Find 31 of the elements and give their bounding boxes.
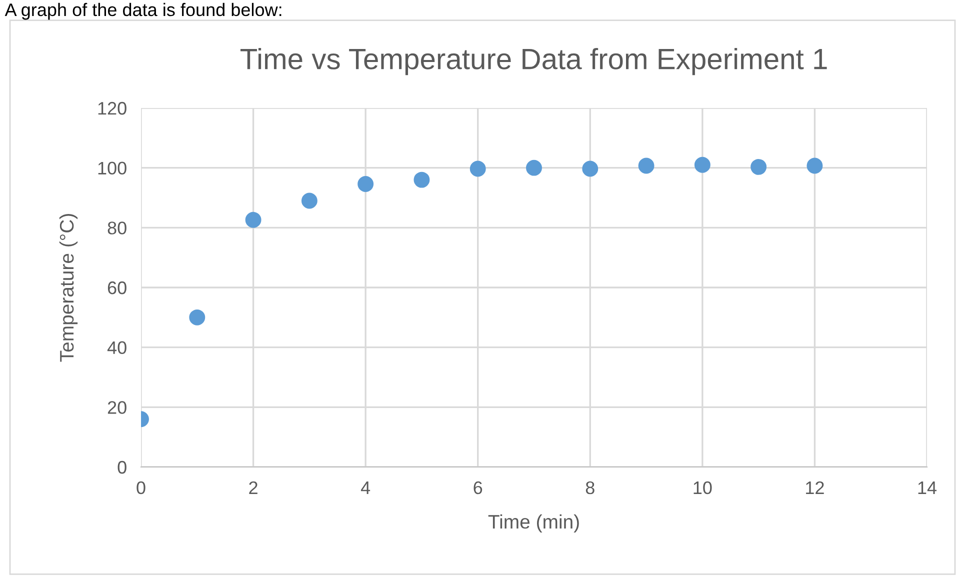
point xyxy=(301,192,318,209)
x-tick-label: 6 xyxy=(474,481,482,494)
y-tick-label: 0 xyxy=(118,460,126,474)
point xyxy=(414,172,430,188)
point xyxy=(358,176,374,192)
y-tick-label: 60 xyxy=(108,281,126,294)
point xyxy=(189,309,206,326)
x-tick-label: 12 xyxy=(806,481,824,494)
point xyxy=(638,158,654,174)
point xyxy=(582,160,598,177)
y-tick-label: 40 xyxy=(107,341,126,354)
y-tick-label: 20 xyxy=(108,401,126,414)
x-tick-label: 0 xyxy=(136,481,146,494)
point xyxy=(526,160,542,176)
x-tick-label: 8 xyxy=(586,481,594,494)
chart-title: Time vs Temperature Data from Experiment 1 xyxy=(240,48,827,76)
x-tick-label: 10 xyxy=(694,481,712,494)
y-tick-label: 80 xyxy=(108,222,126,234)
x-tick-label: 14 xyxy=(918,482,937,494)
text: A graph of the data is found below: xyxy=(4,2,282,20)
point xyxy=(470,160,486,177)
y-tick-label: 100 xyxy=(98,162,126,175)
point xyxy=(750,158,767,175)
y-tick-label: 120 xyxy=(98,102,126,115)
point xyxy=(806,158,823,174)
y-axis-title: Temperature (°C) xyxy=(59,214,78,362)
x-axis-title: Time (min) xyxy=(488,514,579,533)
x-tick-label: 2 xyxy=(249,481,258,494)
point xyxy=(245,212,262,228)
point xyxy=(694,156,710,173)
x-tick-label: 4 xyxy=(360,482,370,494)
